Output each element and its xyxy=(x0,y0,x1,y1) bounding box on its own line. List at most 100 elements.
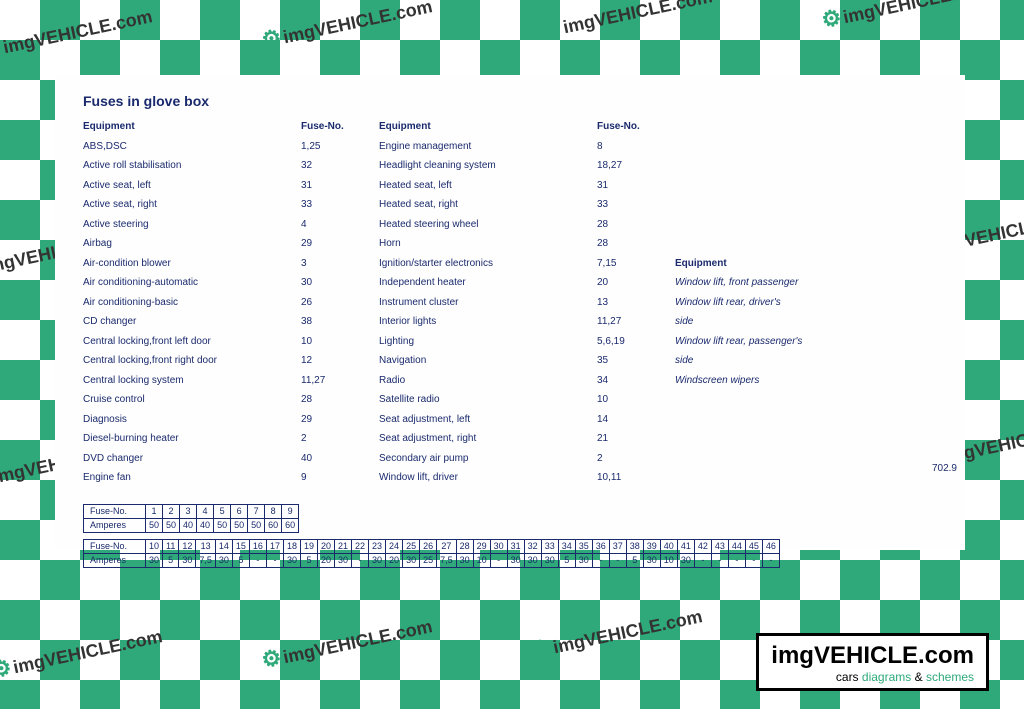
equip-col2-row8: Instrument cluster xyxy=(379,295,579,311)
amp-cell: 60 xyxy=(282,518,299,532)
 xyxy=(675,412,855,428)
amp-cell: 5 xyxy=(626,553,643,567)
fuse-col2-row13: 10 xyxy=(597,392,657,408)
equip-col1-row17: Engine fan xyxy=(83,470,283,486)
fuse-col1-row14: 29 xyxy=(301,412,361,428)
header-equipment-1: Equipment xyxy=(83,119,283,135)
fuse-table-2: Fuse-No.10111213141516171819202122232425… xyxy=(83,539,780,568)
 xyxy=(675,451,855,467)
header-equipment-3: Equipment xyxy=(675,256,855,272)
fuse-no-cell: 10 xyxy=(146,539,163,553)
amp-cell: 5 xyxy=(232,553,249,567)
fuse-no-cell: 12 xyxy=(179,539,196,553)
fuse-col1-row7: 30 xyxy=(301,275,361,291)
fuse-col1-row3: 33 xyxy=(301,197,361,213)
amp-cell: 5 xyxy=(163,553,179,567)
equip-col2-row3: Heated seat, right xyxy=(379,197,579,213)
fuse-no-cell: 4 xyxy=(197,504,214,518)
amp-cell: 30 xyxy=(456,553,473,567)
 xyxy=(675,470,855,486)
equip-col1-row13: Cruise control xyxy=(83,392,283,408)
equip-col1-row4: Active steering xyxy=(83,217,283,233)
fuse-no-cell: 16 xyxy=(249,539,266,553)
amp-cell: 40 xyxy=(197,518,214,532)
 xyxy=(675,119,855,135)
amp-cell: 50 xyxy=(163,518,180,532)
equip-col3-row1: Window lift rear, driver's xyxy=(675,295,855,311)
amp-cell: - xyxy=(592,553,609,567)
fuse-col2-row0: 8 xyxy=(597,139,657,155)
equip-col3-row4: side xyxy=(675,353,855,369)
fuse-no-cell: 43 xyxy=(711,539,728,553)
amp-cell: 40 xyxy=(180,518,197,532)
fuse-col1-row16: 40 xyxy=(301,451,361,467)
equip-col2-row5: Horn xyxy=(379,236,579,252)
fuse-no-cell: 20 xyxy=(317,539,334,553)
fuse-no-cell: 32 xyxy=(524,539,541,553)
fuse-col1-row13: 28 xyxy=(301,392,361,408)
amp-cell: 30 xyxy=(524,553,541,567)
fuse-no-cell: 29 xyxy=(473,539,490,553)
amp-cell: 30 xyxy=(677,553,694,567)
 xyxy=(675,158,855,174)
amp-cell: 5 xyxy=(558,553,575,567)
equip-col3-row3: Window lift rear, passenger's xyxy=(675,334,855,350)
equip-col3-row0: Window lift, front passenger xyxy=(675,275,855,291)
equip-col3-row2: side xyxy=(675,314,855,330)
 xyxy=(675,217,855,233)
equip-col2-row6: Ignition/starter electronics xyxy=(379,256,579,272)
equip-col3-row5: Windscreen wipers xyxy=(675,373,855,389)
fuse-col1-row17: 9 xyxy=(301,470,361,486)
 xyxy=(675,197,855,213)
fuse-col2-row9: 11,27 xyxy=(597,314,657,330)
fuse-no-cell: 46 xyxy=(762,539,779,553)
fuse-table-1: Fuse-No.123456789Amperes5050404050505060… xyxy=(83,504,299,533)
fuse-col2-row8: 13 xyxy=(597,295,657,311)
fuse-no-cell: 36 xyxy=(592,539,609,553)
fuse-no-cell: 17 xyxy=(266,539,283,553)
equip-col2-row11: Navigation xyxy=(379,353,579,369)
equip-col1-row7: Air conditioning-automatic xyxy=(83,275,283,291)
amp-cell: 7,5 xyxy=(437,553,457,567)
amp-cell: 5 xyxy=(300,553,317,567)
amp-cell: - xyxy=(745,553,762,567)
equip-col2-row10: Lighting xyxy=(379,334,579,350)
fuse-no-cell: 35 xyxy=(575,539,592,553)
fuse-no-cell: 9 xyxy=(282,504,299,518)
fuse-no-cell: 7 xyxy=(248,504,265,518)
amp-cell: - xyxy=(266,553,283,567)
amp-cell: 30 xyxy=(369,553,386,567)
amp-cell: 50 xyxy=(146,518,163,532)
equip-col2-row4: Heated steering wheel xyxy=(379,217,579,233)
 xyxy=(675,392,855,408)
amp-cell: 25 xyxy=(420,553,437,567)
amp-cell: - xyxy=(694,553,711,567)
amp-cell: - xyxy=(728,553,745,567)
fuse-no-cell: 37 xyxy=(609,539,626,553)
equip-col2-row2: Heated seat, left xyxy=(379,178,579,194)
fuse-no-cell: 22 xyxy=(352,539,369,553)
fuse-col1-row9: 38 xyxy=(301,314,361,330)
amp-cell: 30 xyxy=(643,553,660,567)
fuse-no-cell: 14 xyxy=(215,539,232,553)
equip-col1-row1: Active roll stabilisation xyxy=(83,158,283,174)
reference-number: 702.9 xyxy=(932,463,957,474)
amp-cell: 30 xyxy=(335,553,352,567)
fuse-no-cell: 39 xyxy=(643,539,660,553)
fuse-col1-row2: 31 xyxy=(301,178,361,194)
fuse-no-cell: 6 xyxy=(231,504,248,518)
equip-col2-row9: Interior lights xyxy=(379,314,579,330)
amp-cell: 10 xyxy=(473,553,490,567)
equip-col1-row10: Central locking,front left door xyxy=(83,334,283,350)
equip-col1-row6: Air-condition blower xyxy=(83,256,283,272)
fuse-col2-row6: 7,15 xyxy=(597,256,657,272)
fuse-no-cell: 34 xyxy=(558,539,575,553)
amp-cell: 30 xyxy=(507,553,524,567)
equip-col1-row14: Diagnosis xyxy=(83,412,283,428)
amp-cell: 30 xyxy=(283,553,300,567)
amp-cell: - xyxy=(711,553,728,567)
amp-cell: - xyxy=(249,553,266,567)
fuse-no-cell: 44 xyxy=(728,539,745,553)
header-fuse-2: Fuse-No. xyxy=(597,119,657,135)
 xyxy=(675,139,855,155)
